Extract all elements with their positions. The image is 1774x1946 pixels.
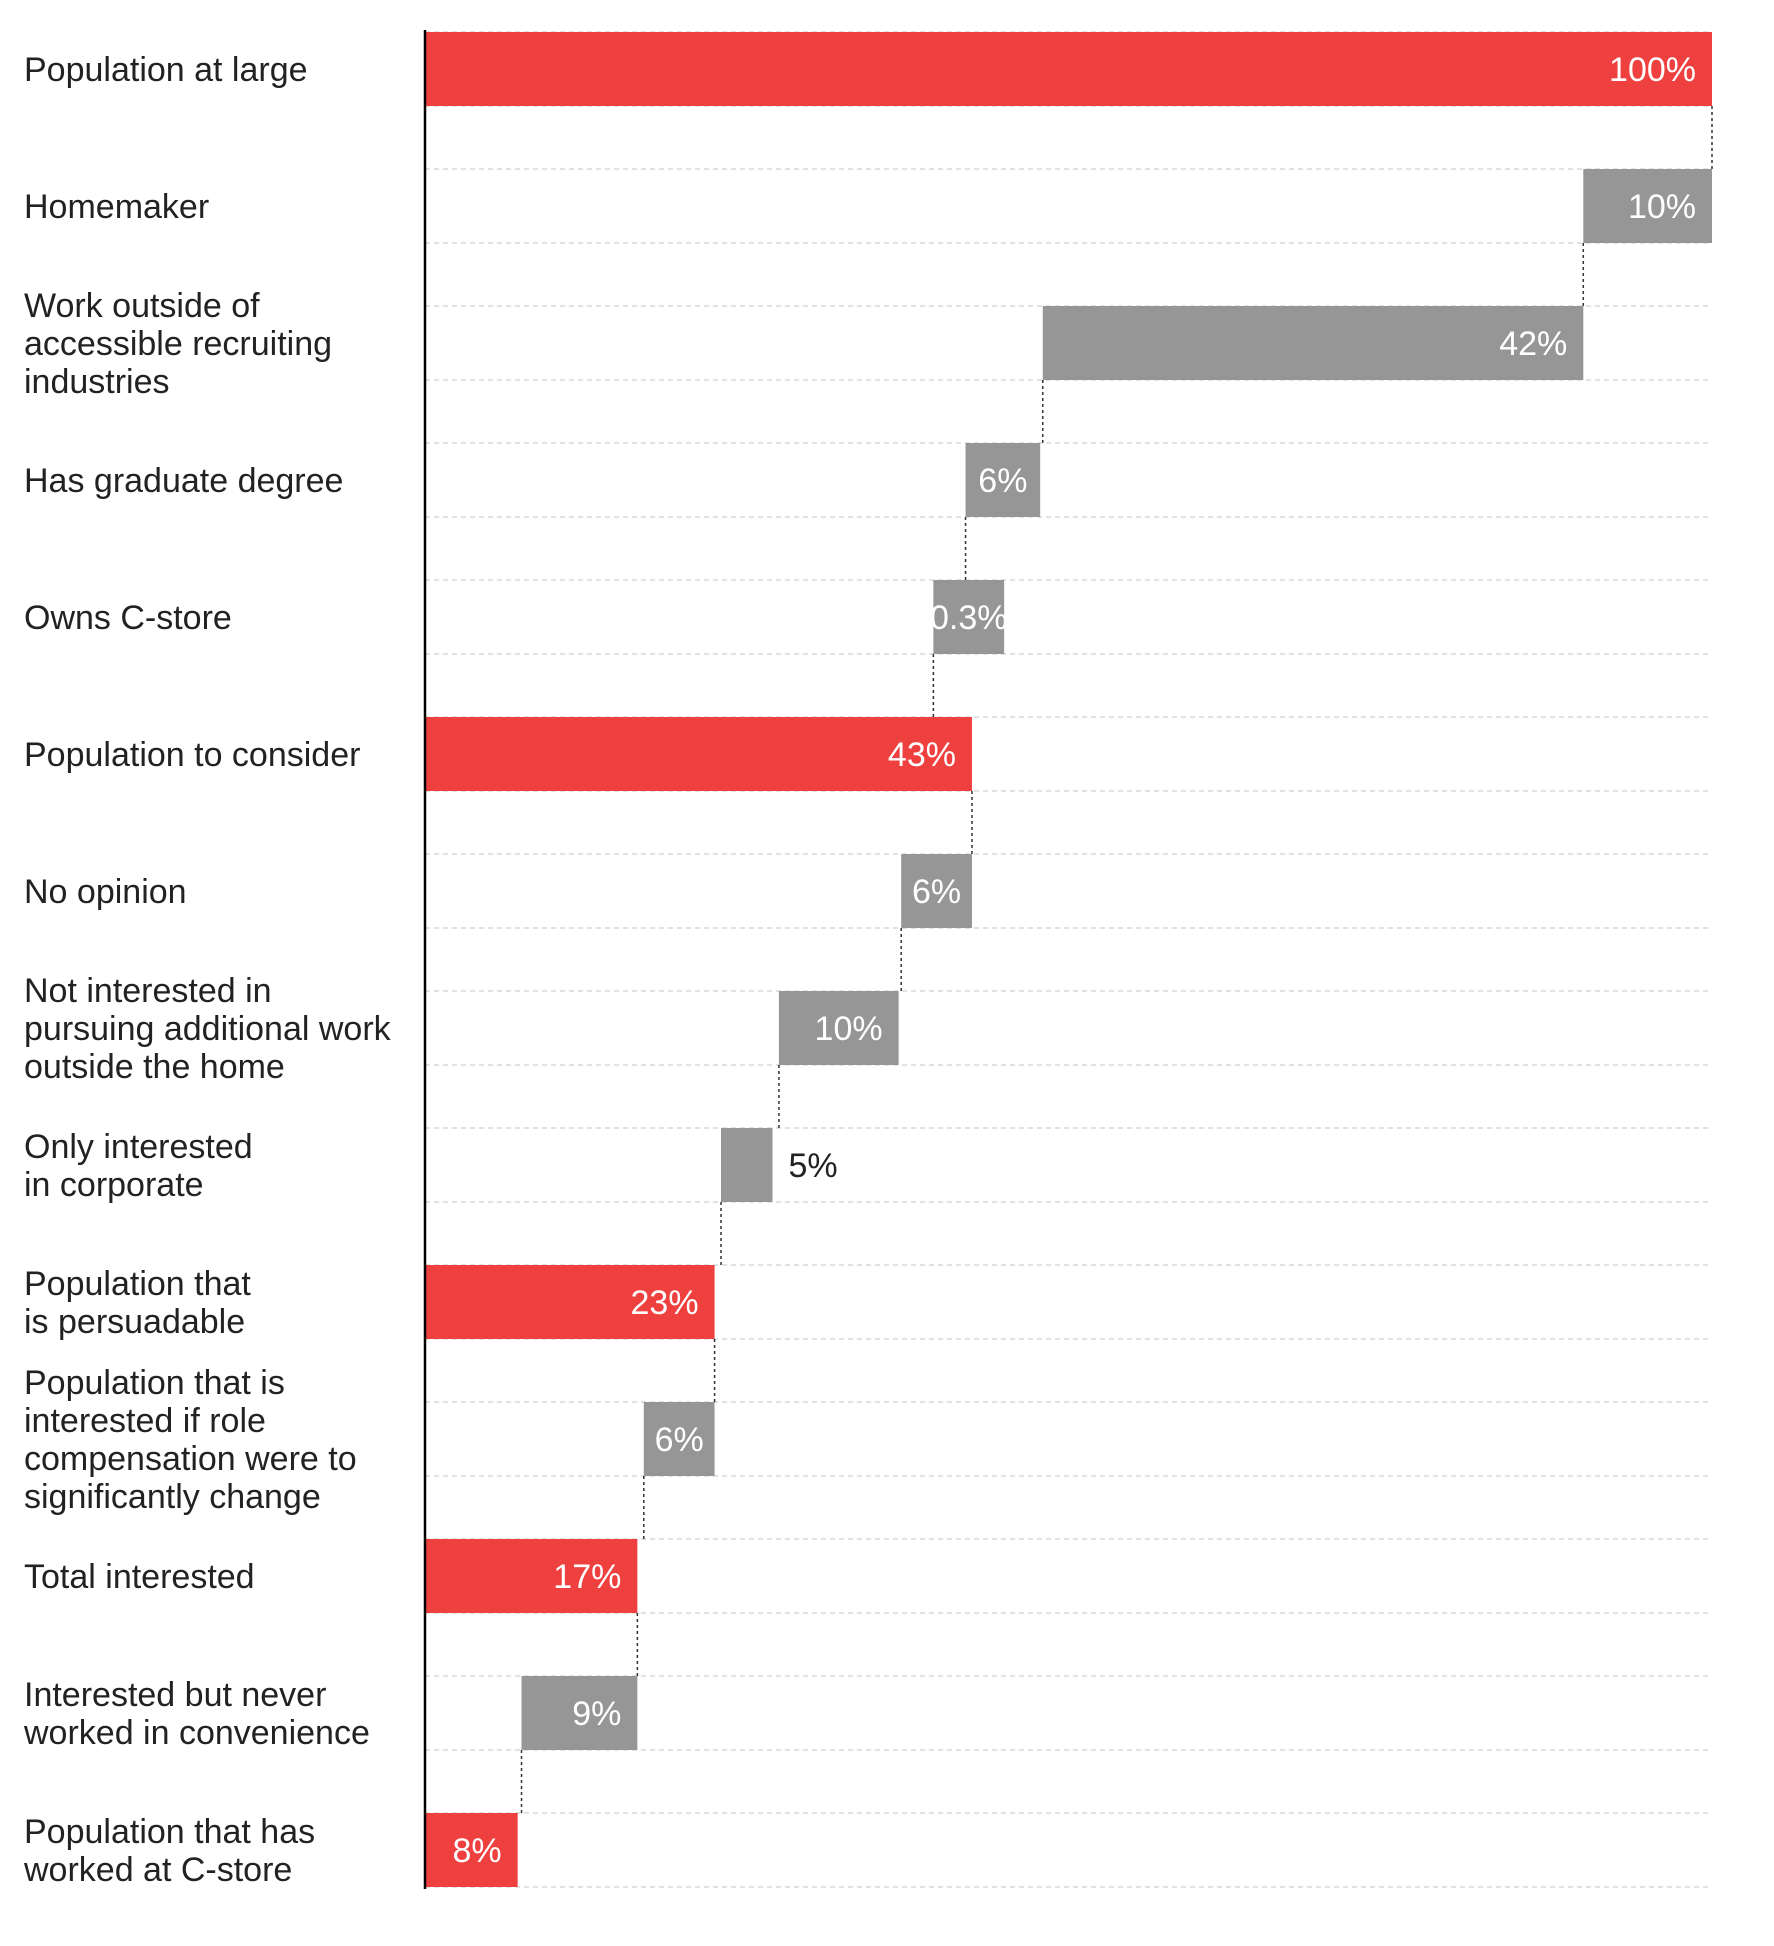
category-label-line: Owns C-store xyxy=(24,599,232,637)
category-label-line: Not interested in xyxy=(24,972,272,1010)
total-bar xyxy=(425,1813,518,1887)
category-label-line: Work outside of xyxy=(24,287,260,325)
step-bar xyxy=(965,443,1041,517)
data-label: 6% xyxy=(655,1421,704,1459)
data-label: 5% xyxy=(788,1147,837,1185)
category-label-line: industries xyxy=(24,363,170,401)
data-label: 23% xyxy=(631,1284,699,1322)
category-label-line: Population to consider xyxy=(24,736,360,774)
data-label: 9% xyxy=(572,1695,621,1733)
category-label-line: Population that has xyxy=(24,1813,315,1851)
category-label-line: Population that xyxy=(24,1265,251,1303)
category-label: Population at large xyxy=(24,51,308,89)
data-label: 17% xyxy=(553,1558,621,1596)
category-label: Population that is persuadable xyxy=(24,1265,251,1341)
step-bar xyxy=(933,580,1005,654)
category-label-line: pursuing additional work xyxy=(24,1010,392,1048)
category-label-line: Total interested xyxy=(24,1558,255,1596)
category-label-line: in corporate xyxy=(24,1166,204,1204)
category-label: Total interested xyxy=(24,1558,255,1596)
category-label-line: Only interested xyxy=(24,1128,253,1166)
label-layer: 100% Population at large 10% Homemaker 42% Wo… xyxy=(23,51,1696,1889)
category-label: Interested but never worked in convenienc… xyxy=(23,1676,370,1752)
category-label-line: compensation were to xyxy=(24,1440,357,1478)
category-label-line: outside the home xyxy=(24,1048,285,1086)
category-label: Population that has worked at C-store xyxy=(23,1813,315,1889)
category-label-line: No opinion xyxy=(24,873,187,911)
data-label: 6% xyxy=(912,873,961,911)
data-label: 0.3% xyxy=(930,599,1008,637)
category-label: Owns C-store xyxy=(24,599,232,637)
step-bar xyxy=(1042,306,1584,380)
step-bar xyxy=(721,1128,773,1202)
step-bar xyxy=(521,1676,638,1750)
category-label: Homemaker xyxy=(24,188,209,226)
category-label-line: worked at C-store xyxy=(23,1851,292,1889)
category-label-line: Population that is xyxy=(24,1364,285,1402)
total-bar xyxy=(425,717,972,791)
category-label-line: Homemaker xyxy=(24,188,209,226)
data-label: 42% xyxy=(1499,325,1567,363)
category-label: Population that is interested if role comp… xyxy=(24,1364,357,1516)
category-label: No opinion xyxy=(24,873,187,911)
data-label: 6% xyxy=(978,462,1027,500)
total-bar xyxy=(425,1539,638,1613)
category-label: Has graduate degree xyxy=(24,462,343,500)
step-bar xyxy=(643,1402,715,1476)
data-label: 8% xyxy=(453,1832,502,1870)
category-label: Not interested in pursuing additional wor… xyxy=(24,972,392,1086)
data-label: 43% xyxy=(888,736,956,774)
data-label: 10% xyxy=(815,1010,883,1048)
step-bar xyxy=(778,991,899,1065)
category-label-line: is persuadable xyxy=(24,1303,245,1341)
step-bar xyxy=(901,854,972,928)
total-bar xyxy=(425,32,1712,106)
category-label: Population to consider xyxy=(24,736,360,774)
bar-layer xyxy=(425,32,1712,1887)
category-label: Only interested in corporate xyxy=(24,1128,253,1204)
step-bar xyxy=(1583,169,1712,243)
category-label-line: Interested but never xyxy=(24,1676,326,1714)
category-label-line: accessible recruiting xyxy=(24,325,332,363)
category-label-line: Has graduate degree xyxy=(24,462,343,500)
data-label: 10% xyxy=(1628,188,1696,226)
category-label-line: interested if role xyxy=(24,1402,266,1440)
data-label: 100% xyxy=(1609,51,1696,89)
category-label: Work outside of accessible recruiting indu… xyxy=(24,287,332,401)
category-label-line: significantly change xyxy=(24,1478,321,1516)
category-label-line: Population at large xyxy=(24,51,308,89)
grid-layer xyxy=(425,31,1712,1888)
total-bar xyxy=(425,1265,715,1339)
connector-layer xyxy=(520,106,1713,1813)
category-label-line: worked in convenience xyxy=(23,1714,370,1752)
